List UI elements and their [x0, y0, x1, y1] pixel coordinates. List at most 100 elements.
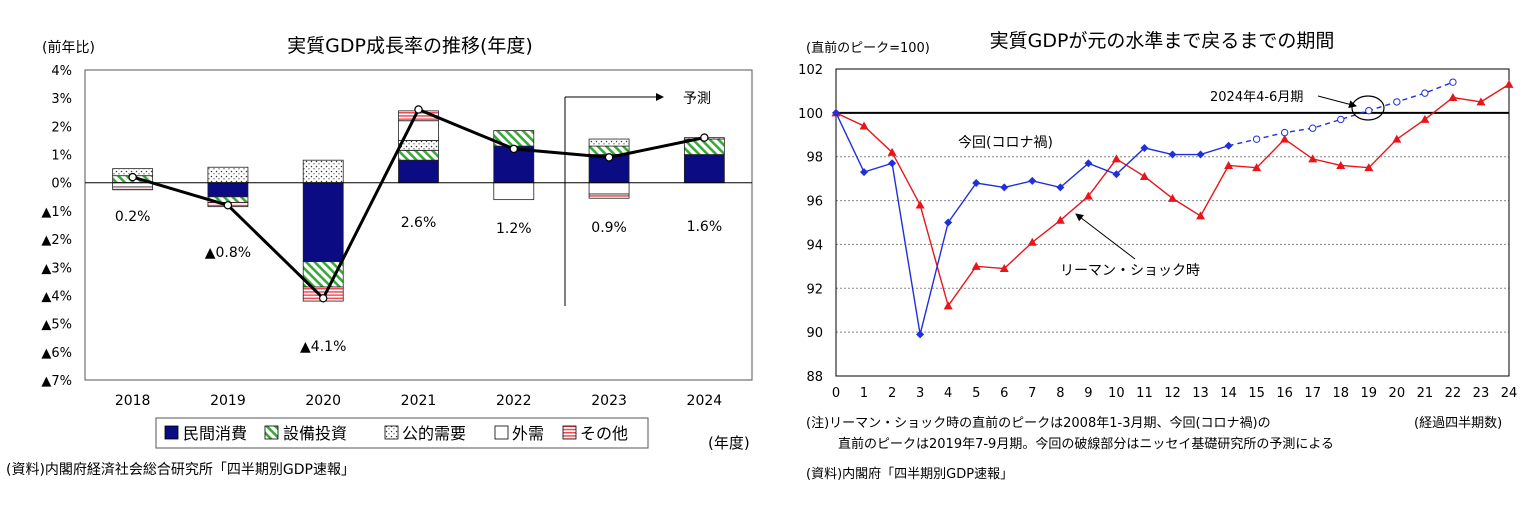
left-xtick-label: 2023	[591, 393, 627, 409]
legend-item-priv: 民間消費	[164, 424, 247, 443]
right-xtick-label: 22	[1445, 386, 1462, 401]
legend-label-pub: 公的需要	[402, 424, 466, 443]
right-xtick-label: 17	[1304, 386, 1321, 401]
growth-point-2022	[509, 144, 518, 154]
legend-item-cap: 設備投資	[264, 424, 347, 443]
left-ytick-label: ▲1%	[41, 205, 72, 220]
legend-label-priv: 民間消費	[183, 424, 247, 443]
right-x-axis: 0 1 2 3 4 5 6 7 8 9 10 11 12 13 14 15 16 17 18 19 20 21 22 23 24	[832, 386, 1517, 401]
left-ytick-label: ▲3%	[41, 261, 72, 276]
series-marker-0	[1392, 134, 1402, 143]
right-xtick-label: 12	[1164, 386, 1181, 401]
right-xtick-label: 19	[1361, 386, 1378, 401]
series-marker-1	[1084, 159, 1093, 168]
bar-ext-2022	[493, 182, 535, 201]
series-marker-0	[1027, 237, 1037, 246]
right-xtick-label: 9	[1084, 386, 1092, 401]
bar-cap-2021	[398, 149, 439, 161]
series-marker-1	[860, 168, 869, 177]
right-xlabel: (経過四半期数)	[1414, 416, 1502, 431]
series-marker-1	[1140, 143, 1149, 152]
series-0	[831, 79, 1514, 310]
legend-label-ext: 外需	[512, 424, 544, 443]
right-xtick-label: 23	[1473, 386, 1490, 401]
left-xtick-label: 2020	[305, 393, 341, 409]
left-legend: 民間消費 設備投資 公的需要 外需 その他	[155, 417, 649, 449]
series-marker-1	[1028, 176, 1037, 185]
legend-swatch-priv	[164, 425, 179, 440]
right-xtick-label: 6	[1000, 386, 1008, 401]
right-note-line1: (注)リーマン・ショック時の直前のピークは2008年1-3月期、今回(コロナ禍)…	[806, 415, 1271, 431]
data-label-2021: 2.6%	[401, 215, 437, 231]
series-marker-2	[1309, 124, 1317, 132]
bar-priv-2019	[207, 182, 249, 198]
series-marker-0	[1083, 191, 1093, 200]
right-xtick-label: 4	[944, 386, 952, 401]
right-plot-area	[835, 68, 1510, 377]
annotation-covid: 今回(コロナ禍)	[958, 135, 1053, 151]
right-ytick-label: 100	[798, 107, 823, 122]
left-xlabel: (年度)	[708, 434, 750, 452]
bar-priv-2020	[302, 182, 344, 263]
series-marker-0	[1139, 171, 1149, 180]
series-marker-0	[887, 147, 897, 156]
right-xtick-label: 10	[1108, 386, 1125, 401]
series-2	[1228, 78, 1457, 147]
series-marker-0	[1420, 114, 1430, 123]
right-xtick-label: 0	[832, 386, 840, 401]
left-ytick-label: 3%	[51, 92, 72, 107]
right-xtick-label: 1	[860, 386, 868, 401]
right-ytick-label: 96	[806, 195, 823, 210]
right-note-line2: 直前のピークは2019年7-9月期。今回の破線部分はニッセイ基礎研究所の予測によ…	[838, 436, 1334, 452]
right-source: (資料)内閣府「四半期別GDP速報」	[806, 466, 1013, 482]
series-marker-0	[1476, 97, 1486, 106]
series-marker-1	[944, 218, 953, 227]
right-ylabel: (直前のピーク=100)	[806, 40, 930, 56]
right-xtick-label: 24	[1501, 386, 1518, 401]
series-marker-0	[1448, 93, 1458, 102]
bar-pub-2020	[302, 159, 344, 184]
bar-oth-2018	[112, 186, 154, 191]
right-title: 実質GDPが元の水準まで戻るまでの期間	[990, 30, 1335, 52]
series-marker-0	[1168, 193, 1177, 202]
right-ytick-label: 92	[806, 282, 823, 297]
series-marker-2	[1421, 89, 1429, 97]
left-xtick-label: 2019	[210, 393, 246, 409]
data-label-2024: 1.6%	[687, 219, 723, 235]
series-marker-0	[1111, 154, 1121, 163]
left-xtick-label: 2024	[687, 393, 723, 409]
legend-item-oth: その他	[562, 424, 628, 443]
data-label-2023: 0.9%	[591, 220, 627, 236]
bar-ext-2018	[112, 182, 154, 188]
series-marker-2	[1393, 98, 1401, 106]
legend-swatch-oth	[562, 425, 577, 440]
data-label-2022: 1.2%	[496, 221, 532, 237]
right-xtick-label: 14	[1220, 386, 1237, 401]
bar-pub-2023	[588, 138, 630, 147]
right-ytick-label: 98	[806, 151, 823, 166]
right-ytick-label: 88	[806, 370, 823, 385]
series-1	[832, 108, 1233, 339]
legend-item-pub: 公的需要	[384, 424, 466, 443]
series-marker-2	[1337, 115, 1345, 124]
annotation-lehman-arrow	[1075, 213, 1136, 260]
right-gridlines	[836, 156, 1509, 333]
left-x-axis: 2018 2019 2020 2021 2022 2023 2024	[115, 393, 722, 409]
legend-swatch-cap	[264, 425, 279, 440]
right-xtick-label: 2	[888, 386, 896, 401]
growth-point-2024	[700, 133, 709, 142]
right-ytick-label: 90	[806, 326, 823, 341]
series-marker-0	[1055, 215, 1065, 224]
legend-item-ext: 外需	[494, 424, 544, 443]
bar-ext-2023	[588, 182, 630, 195]
series-line-2	[1228, 81, 1454, 147]
series-marker-0	[915, 200, 925, 209]
right-xtick-label: 16	[1276, 386, 1293, 401]
left-xtick-label: 2021	[401, 393, 437, 409]
series-marker-1	[1112, 170, 1121, 179]
legend-label-oth: その他	[580, 424, 628, 443]
left-plot-area	[84, 69, 753, 381]
data-label-2018: 0.2%	[115, 209, 151, 225]
right-ytick-label: 102	[798, 63, 823, 78]
